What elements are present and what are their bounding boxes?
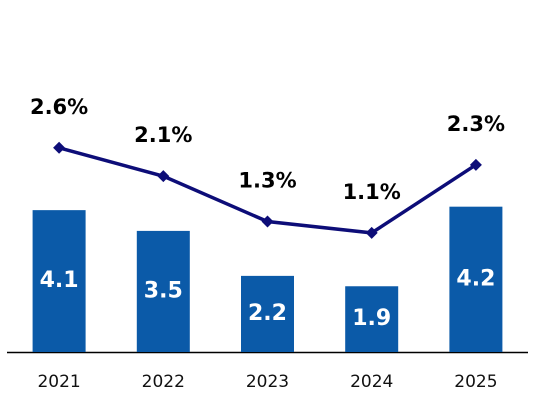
line-value-label: 1.1% bbox=[343, 180, 401, 204]
bar-value-label: 4.1 bbox=[40, 268, 79, 293]
x-tick-label: 2022 bbox=[142, 372, 185, 392]
x-tick-label: 2021 bbox=[37, 372, 80, 392]
line-value-label: 1.3% bbox=[238, 169, 296, 193]
x-tick-label: 2023 bbox=[246, 372, 289, 392]
line-marker bbox=[157, 170, 170, 183]
line-marker bbox=[365, 226, 378, 239]
bar bbox=[449, 206, 503, 352]
bar-value-label: 4.2 bbox=[456, 266, 495, 291]
bar bbox=[345, 286, 399, 352]
bar bbox=[136, 230, 190, 352]
bar-value-label: 3.5 bbox=[144, 278, 183, 303]
line-marker bbox=[261, 215, 274, 228]
line-marker bbox=[53, 141, 66, 154]
bar bbox=[32, 210, 86, 352]
line-value-label: 2.6% bbox=[30, 95, 88, 119]
bar-value-label: 2.2 bbox=[248, 301, 287, 326]
bar bbox=[241, 275, 294, 352]
x-tick-label: 2025 bbox=[454, 372, 497, 392]
line-value-label: 2.3% bbox=[447, 112, 505, 136]
line-value-label: 2.1% bbox=[134, 123, 192, 147]
bar-value-label: 1.9 bbox=[352, 306, 391, 331]
x-tick-label: 2024 bbox=[350, 372, 393, 392]
line-marker bbox=[469, 158, 482, 171]
